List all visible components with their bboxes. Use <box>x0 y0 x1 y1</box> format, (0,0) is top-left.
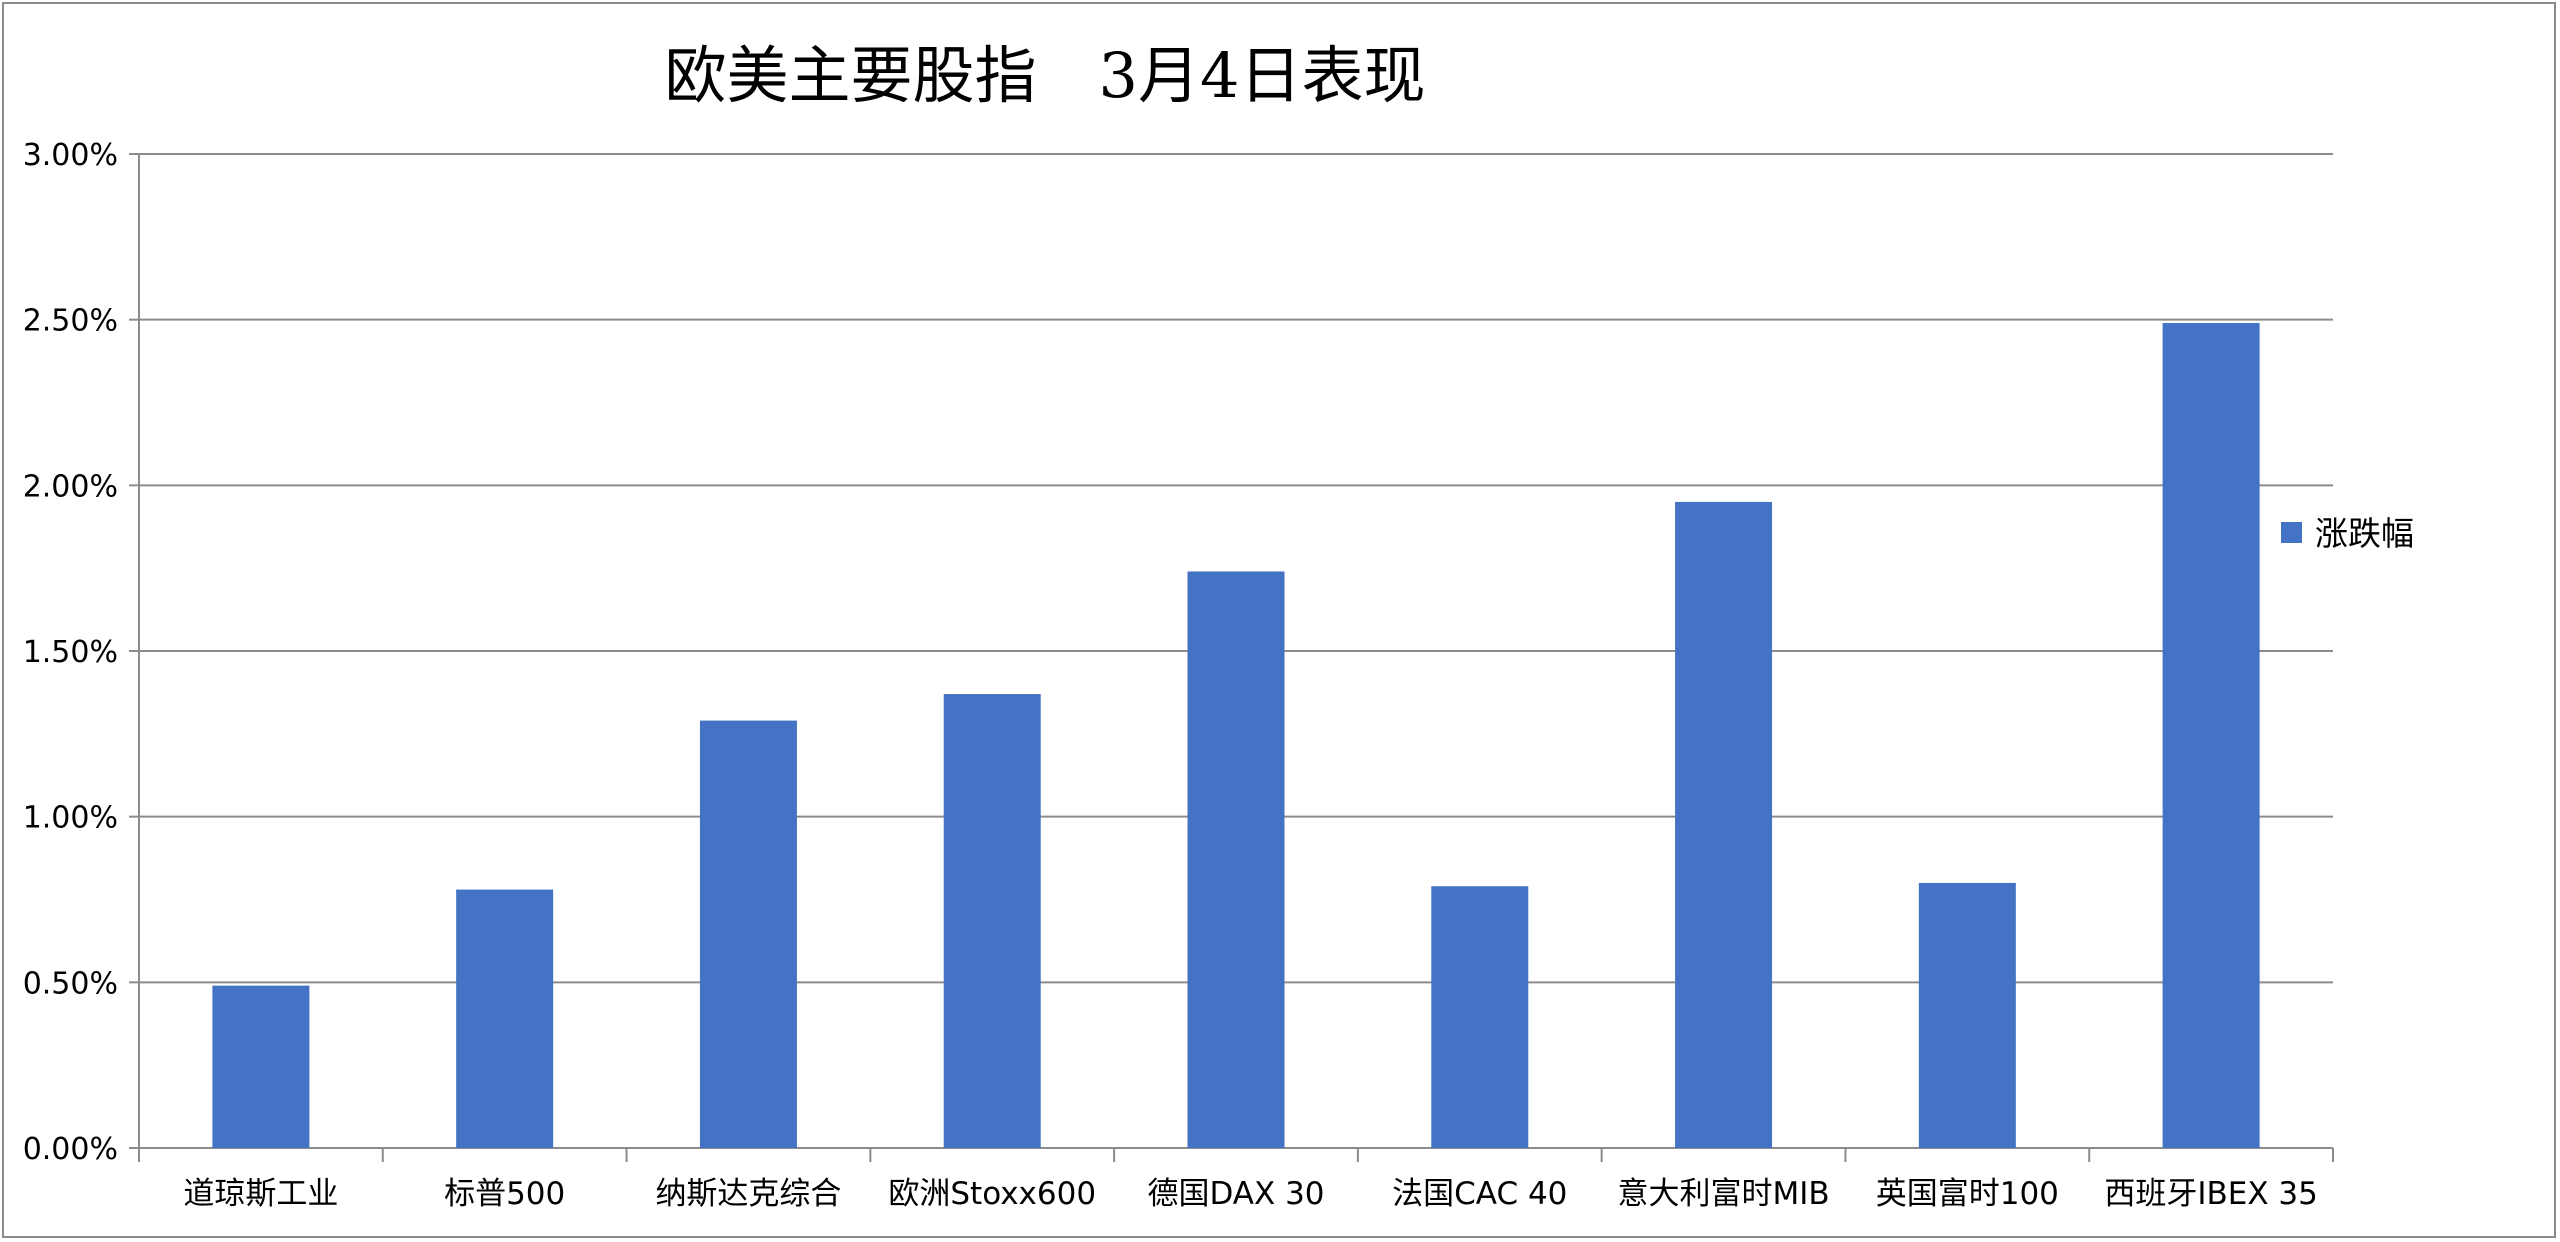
x-category-label: 法国CAC 40 <box>1392 1176 1567 1212</box>
bar <box>2162 322 2260 1149</box>
bar <box>212 985 310 1148</box>
y-axis-tick-labels: 0.00% 0.50% 1.00% 1.50% 2.00% 2.50% 3.00% <box>23 138 118 1167</box>
bar <box>1187 571 1285 1148</box>
x-category-label: 德国DAX 30 <box>1147 1176 1324 1212</box>
x-category-label: 标普500 <box>444 1176 565 1212</box>
bar <box>1918 882 2016 1148</box>
bar <box>1431 886 1529 1148</box>
y-tick-label: 0.50% <box>23 966 118 1001</box>
x-category-label: 西班牙IBEX 35 <box>2104 1176 2318 1212</box>
legend: 涨跌幅 <box>2281 514 2414 553</box>
bar <box>456 889 554 1148</box>
y-tick-label: 3.00% <box>23 138 118 173</box>
chart-title: 欧美主要股指 3月4日表现 <box>665 39 1426 112</box>
x-category-label: 纳斯达克综合 <box>655 1176 841 1212</box>
x-category-label: 欧洲Stoxx600 <box>888 1176 1096 1212</box>
legend-label: 涨跌幅 <box>2315 514 2414 553</box>
y-tick-label: 0.00% <box>23 1132 118 1167</box>
bar <box>1675 501 1773 1148</box>
legend-swatch <box>2281 522 2302 543</box>
x-axis-category-labels: 道琼斯工业 标普500 纳斯达克综合 欧洲Stoxx600 德国DAX 30 法国CAC … <box>183 1176 2317 1212</box>
bar <box>699 720 797 1148</box>
bar <box>943 694 1041 1148</box>
x-category-label: 道琼斯工业 <box>183 1176 338 1212</box>
bars <box>212 322 2260 1149</box>
x-category-label: 意大利富时MIB <box>1617 1176 1829 1212</box>
x-category-label: 英国富时100 <box>1876 1176 2059 1212</box>
y-tick-label: 1.00% <box>23 801 118 836</box>
y-tick-label: 1.50% <box>23 635 118 670</box>
y-tick-label: 2.00% <box>23 469 118 504</box>
y-tick-label: 2.50% <box>23 304 118 339</box>
